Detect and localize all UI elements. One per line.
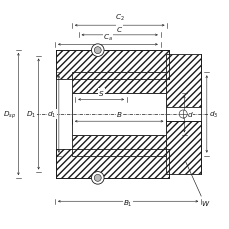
Text: $C_2$: $C_2$ (114, 13, 124, 23)
Text: $D_1$: $D_1$ (26, 109, 36, 120)
Text: $C_a$: $C_a$ (103, 33, 112, 43)
Circle shape (94, 175, 101, 182)
Bar (72, 136, 166, 156)
Text: $W$: $W$ (200, 198, 210, 207)
Bar (166, 55, 200, 108)
Text: $d$: $d$ (186, 110, 192, 119)
Bar (56, 114, 168, 149)
Text: $S$: $S$ (98, 89, 104, 98)
Circle shape (91, 172, 104, 184)
Bar (56, 80, 168, 114)
Circle shape (94, 47, 101, 54)
Text: $B_1$: $B_1$ (123, 198, 132, 209)
Text: $C$: $C$ (116, 25, 123, 33)
Bar (72, 73, 166, 93)
Text: $D_{sp}$: $D_{sp}$ (3, 109, 16, 120)
Circle shape (91, 45, 104, 57)
Text: $B$: $B$ (115, 110, 122, 119)
Text: $d_1$: $d_1$ (47, 109, 56, 120)
Bar (166, 121, 200, 174)
Bar (72, 93, 166, 136)
Circle shape (178, 110, 186, 119)
Text: $d_3$: $d_3$ (208, 109, 218, 120)
Bar (166, 108, 200, 121)
Bar (56, 51, 168, 114)
Bar (56, 114, 168, 178)
